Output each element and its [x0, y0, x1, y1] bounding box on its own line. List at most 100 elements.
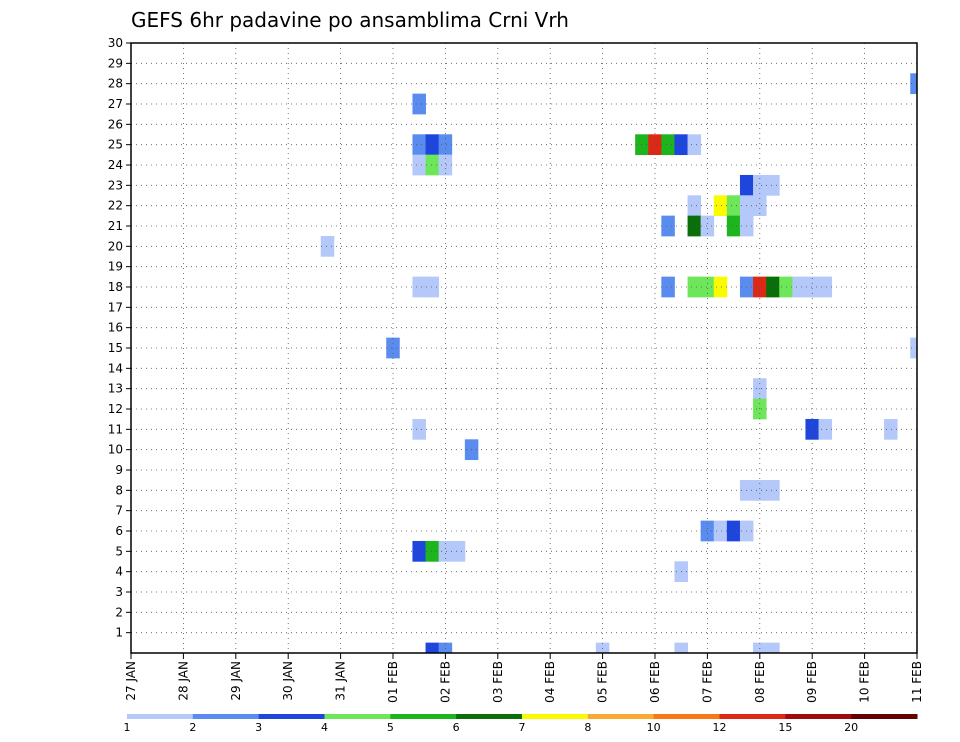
x-tick-label: 07 FEB — [700, 661, 714, 703]
heatmap-cell — [700, 215, 715, 237]
colorbar-swatch — [522, 714, 589, 719]
heatmap-cell — [412, 276, 426, 298]
heatmap-cell — [713, 520, 728, 542]
colorbar-legend: 1 2 3 4 5 6 7 8 10 12 15 20 — [124, 714, 918, 734]
y-tick-label: 11 — [108, 422, 123, 436]
x-tick-label: 10 FEB — [858, 661, 872, 703]
y-tick-label: 8 — [115, 483, 123, 497]
x-tick-label: 09 FEB — [805, 661, 819, 703]
heatmap-cell — [425, 276, 440, 298]
heatmap-cell — [438, 642, 453, 653]
heatmap-cell — [412, 540, 426, 562]
y-tick-label: 15 — [108, 341, 123, 355]
colorbar-label: 8 — [584, 721, 591, 734]
y-tick-label: 6 — [115, 524, 123, 538]
y-tick-label: 24 — [108, 158, 123, 172]
heatmap-cell — [438, 540, 453, 562]
colorbar-label: 5 — [387, 721, 394, 734]
colorbar-label: 3 — [255, 721, 262, 734]
y-tick-label: 25 — [108, 138, 123, 152]
y-tick-label: 10 — [108, 443, 123, 457]
y-tick-label: 27 — [108, 97, 123, 111]
colorbar-swatch — [456, 714, 523, 719]
heatmap-cell — [726, 520, 741, 542]
colorbar-swatch — [785, 714, 852, 719]
y-tick-label: 30 — [108, 36, 123, 50]
heatmap-cells — [320, 73, 917, 653]
heatmap-cell — [687, 195, 702, 217]
heatmap-cell — [726, 215, 741, 237]
heatmap-cell — [687, 276, 702, 298]
x-tick-label: 03 FEB — [491, 661, 505, 703]
x-tick-label: 28 JAN — [176, 661, 190, 701]
y-tick-label: 7 — [115, 504, 123, 518]
colorbar-label: 20 — [844, 721, 858, 734]
heatmap-cell — [425, 154, 440, 176]
heatmap-cell — [425, 540, 440, 562]
heatmap-cell — [320, 235, 335, 257]
colorbar-swatch — [258, 714, 325, 719]
colorbar-swatch — [587, 714, 655, 719]
y-axis: 1234567891011121314151617181920212223242… — [108, 36, 131, 640]
plot-frame — [130, 42, 918, 654]
colorbar-swatch — [719, 714, 786, 719]
y-tick-label: 3 — [115, 585, 123, 599]
heatmap-cell — [910, 337, 917, 359]
y-tick-label: 21 — [108, 219, 123, 233]
x-tick-label: 05 FEB — [596, 661, 610, 703]
colorbar-label: 2 — [189, 721, 196, 734]
y-tick-label: 2 — [115, 605, 123, 619]
colorbar-label: 12 — [713, 721, 727, 734]
heatmap-cell — [910, 73, 917, 95]
heatmap-cell — [648, 134, 662, 156]
x-tick-label: 11 FEB — [910, 661, 924, 703]
x-axis: 27 JAN 28 JAN 29 JAN 30 JAN 31 JAN 01 FEB 02 F… — [124, 653, 924, 703]
heatmap-cell — [412, 93, 426, 115]
x-tick-label: 04 FEB — [543, 661, 557, 703]
colorbar-swatch — [324, 714, 391, 719]
y-tick-label: 20 — [108, 239, 123, 253]
heatmap-cell — [753, 276, 767, 298]
y-tick-label: 12 — [108, 402, 123, 416]
colorbar-swatch — [192, 714, 260, 719]
heatmap-cell — [425, 642, 440, 653]
heatmap-cell — [661, 215, 675, 237]
colorbar-label: 15 — [778, 721, 792, 734]
y-tick-label: 28 — [108, 77, 123, 91]
y-tick-label: 1 — [115, 626, 123, 640]
heatmap-cell — [425, 134, 440, 156]
heatmap-cell — [713, 276, 728, 298]
x-tick-label: 27 JAN — [124, 661, 138, 701]
y-tick-label: 4 — [115, 565, 123, 579]
grid-lines — [131, 43, 917, 653]
colorbar-swatch — [851, 714, 918, 719]
heatmap-cell — [805, 418, 819, 440]
colorbar-swatch — [390, 714, 457, 719]
heatmap-cell — [766, 642, 780, 653]
x-tick-label: 01 FEB — [386, 661, 400, 703]
x-tick-label: 30 JAN — [281, 661, 295, 701]
heatmap-cell — [818, 276, 833, 298]
colorbar-label: 10 — [647, 721, 661, 734]
heatmap-cell — [412, 418, 426, 440]
colorbar-label: 1 — [124, 721, 131, 734]
x-tick-label: 02 FEB — [438, 661, 452, 703]
x-tick-label: 29 JAN — [229, 661, 243, 701]
y-tick-label: 17 — [108, 300, 123, 314]
y-tick-label: 29 — [108, 56, 123, 70]
heatmap-cell — [661, 134, 675, 156]
heatmap-cell — [753, 642, 767, 653]
heatmap-cell — [792, 276, 806, 298]
heatmap-cell — [713, 195, 728, 217]
y-tick-label: 13 — [108, 382, 123, 396]
heatmap-cell — [438, 134, 453, 156]
y-tick-label: 18 — [108, 280, 123, 294]
heatmap-cell — [438, 154, 453, 176]
heatmap-cell — [700, 520, 715, 542]
heatmap-cell — [661, 276, 675, 298]
y-tick-label: 26 — [108, 117, 123, 131]
y-tick-label: 16 — [108, 321, 123, 335]
heatmap-cell — [753, 174, 767, 196]
y-tick-label: 19 — [108, 260, 123, 274]
